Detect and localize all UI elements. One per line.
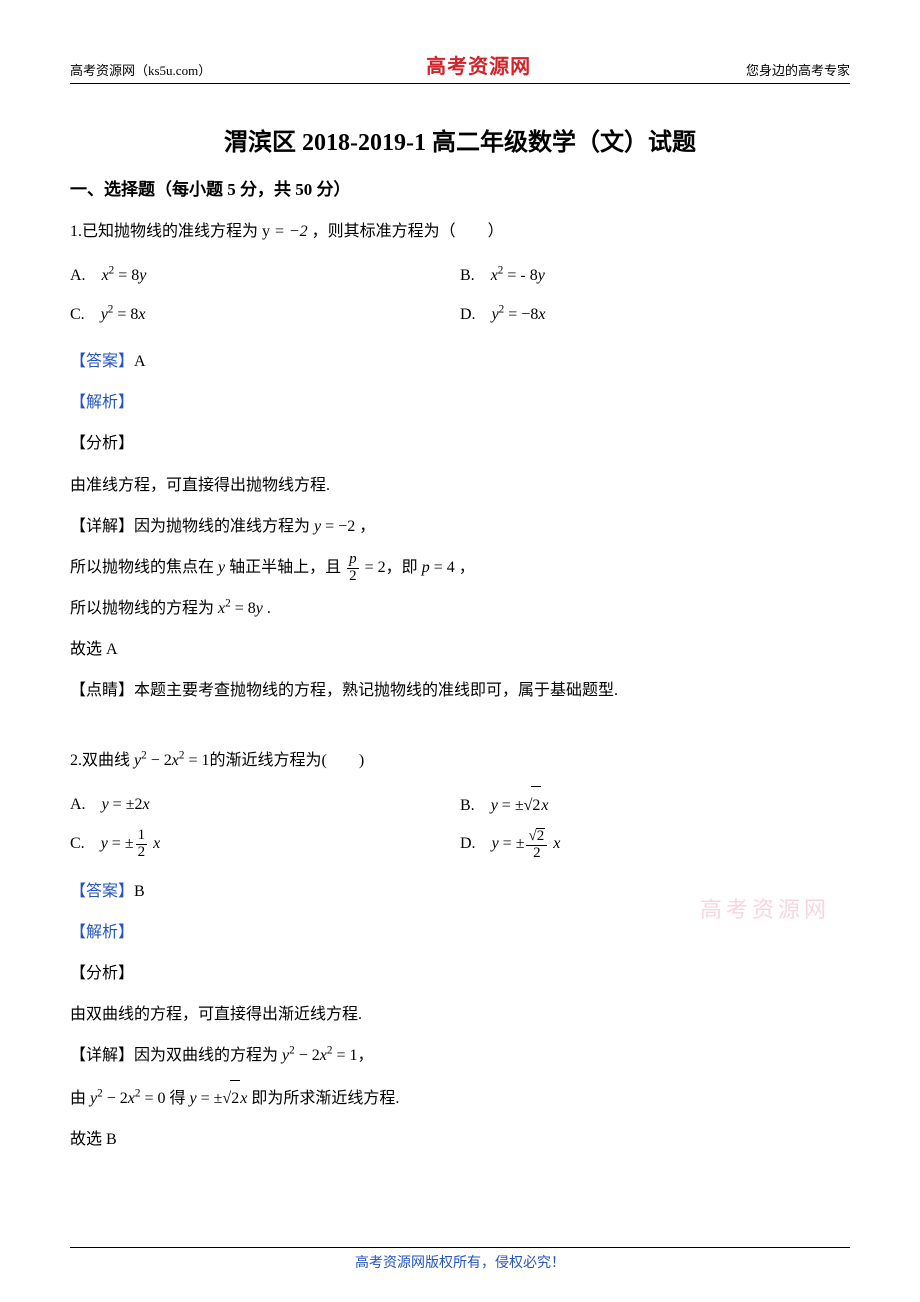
fraction-p-over-2: p2	[347, 552, 359, 585]
q2-detail-1: 【详解】因为双曲线的方程为 y2 − 2x2 = 1，	[70, 1038, 850, 1073]
detail-label: 【详解】	[70, 518, 134, 535]
q1-answer-value: A	[134, 353, 146, 370]
q1-options: A. x2 = 8y B. x2 = - 8y C. y2 = 8x D. y2…	[70, 257, 850, 334]
q1-fenxi-body: 由准线方程，可直接得出抛物线方程.	[70, 468, 850, 503]
page-header: 高考资源网（ks5u.com） 高考资源网 您身边的高考专家	[70, 50, 850, 84]
q2-answer-value: B	[134, 883, 145, 900]
q1-detail1-a: 因为抛物线的准线方程为	[134, 518, 314, 535]
q1-detail2-b: 轴正半轴上，且	[225, 559, 345, 576]
q2-detail1-a: 因为双曲线的方程为	[134, 1047, 282, 1064]
q2-options: A. y = ±2x B. y = ±2x C. y = ±12 x D. y …	[70, 786, 850, 864]
q2-option-c: C. y = ±12 x	[70, 825, 460, 863]
answer-label: 【答案】	[70, 883, 134, 900]
q2-stem-eq: y2 − 2x2 = 1	[134, 752, 209, 769]
q2-stem-prefix: 2.双曲线	[70, 752, 134, 769]
q2-detail2-b: 得	[165, 1090, 189, 1107]
q2-option-b: B. y = ±2x	[460, 786, 850, 825]
header-left: 高考资源网（ks5u.com）	[70, 60, 211, 79]
q1-detail2-a: 所以抛物线的焦点在	[70, 559, 218, 576]
q1-detail1-c: ，	[355, 518, 375, 535]
header-center-logo: 高考资源网	[426, 50, 531, 79]
detail-label: 【详解】	[70, 1047, 134, 1064]
q2-detail-2: 由 y2 − 2x2 = 0 得 y = ±2x 即为所求渐近线方程.	[70, 1080, 850, 1116]
q2-option-d: D. y = ±22 x	[460, 825, 850, 863]
q1-option-d: D. y2 = −8x	[460, 296, 850, 334]
q2-detail2-eq1: y2 − 2x2 = 0	[90, 1090, 165, 1107]
q2-detail2-a: 由	[70, 1090, 90, 1107]
q1-dianjing-body: 本题主要考查抛物线的方程，熟记抛物线的准线即可，属于基础题型.	[134, 682, 618, 699]
q1-option-a: A. x2 = 8y	[70, 257, 460, 295]
q1-stem-suffix: ，则其标准方程为（ ）	[312, 223, 504, 240]
spacer	[70, 715, 850, 743]
q1-detail-1: 【详解】因为抛物线的准线方程为 y = −2 ，	[70, 509, 850, 544]
q1-answer: 【答案】A	[70, 344, 850, 379]
q1-detail2-c: ，即	[386, 559, 422, 576]
q1-detail2-eqrhs: = 2	[365, 559, 386, 576]
q2-jiexi-label: 【解析】	[70, 915, 850, 950]
q1-detail2-peq: p = 4	[422, 559, 455, 576]
q1-dianjing: 【点睛】本题主要考查抛物线的方程，熟记抛物线的准线即可，属于基础题型.	[70, 673, 850, 708]
q1-detail3-a: 所以抛物线的方程为	[70, 600, 218, 617]
dianjing-label: 【点睛】	[70, 682, 134, 699]
q1-detail3-eq: x2 = 8y	[218, 600, 263, 617]
page: 高考资源网（ks5u.com） 高考资源网 您身边的高考专家 渭滨区 2018-…	[0, 0, 920, 1302]
q2-detail1-b: ，	[358, 1047, 374, 1064]
q1-detail-2: 所以抛物线的焦点在 y 轴正半轴上，且 p2 = 2，即 p = 4 ，	[70, 550, 850, 585]
section-heading: 一、选择题（每小题 5 分，共 50 分）	[70, 175, 850, 200]
page-footer: 高考资源网版权所有，侵权必究！	[70, 1247, 850, 1272]
q1-detail3-b: .	[263, 600, 271, 617]
q1-detail2-d: ，	[455, 559, 475, 576]
header-right: 您身边的高考专家	[746, 60, 850, 79]
q2-detail2-eq2: y = ±2x	[190, 1090, 248, 1107]
q1-conclusion: 故选 A	[70, 632, 850, 667]
q1-stem: 1.已知抛物线的准线方程为 y = −2 ，则其标准方程为（ ）	[70, 214, 850, 249]
q2-detail2-c: 即为所求渐近线方程.	[247, 1090, 399, 1107]
q1-stem-prefix: 1.已知抛物线的准线方程为	[70, 223, 262, 240]
q1-fenxi-label: 【分析】	[70, 426, 850, 461]
q1-option-c: C. y2 = 8x	[70, 296, 460, 334]
q2-option-a: A. y = ±2x	[70, 786, 460, 825]
answer-label: 【答案】	[70, 353, 134, 370]
q2-detail1-eq: y2 − 2x2 = 1	[282, 1047, 357, 1064]
q2-conclusion: 故选 B	[70, 1122, 850, 1157]
q2-answer: 【答案】B	[70, 874, 850, 909]
q2-fenxi-body: 由双曲线的方程，可直接得出渐近线方程.	[70, 997, 850, 1032]
q2-stem: 2.双曲线 y2 − 2x2 = 1的渐近线方程为( )	[70, 743, 850, 778]
q1-jiexi-label: 【解析】	[70, 385, 850, 420]
q2-stem-suffix: 的渐近线方程为( )	[209, 752, 364, 769]
q1-detail-3: 所以抛物线的方程为 x2 = 8y .	[70, 591, 850, 626]
q1-stem-eq: y = −2	[262, 223, 308, 240]
q1-option-b: B. x2 = - 8y	[460, 257, 850, 295]
q2-fenxi-label: 【分析】	[70, 956, 850, 991]
q1-detail1-eq: y = −2	[314, 518, 355, 535]
page-title: 渭滨区 2018-2019-1 高二年级数学（文）试题	[70, 122, 850, 157]
